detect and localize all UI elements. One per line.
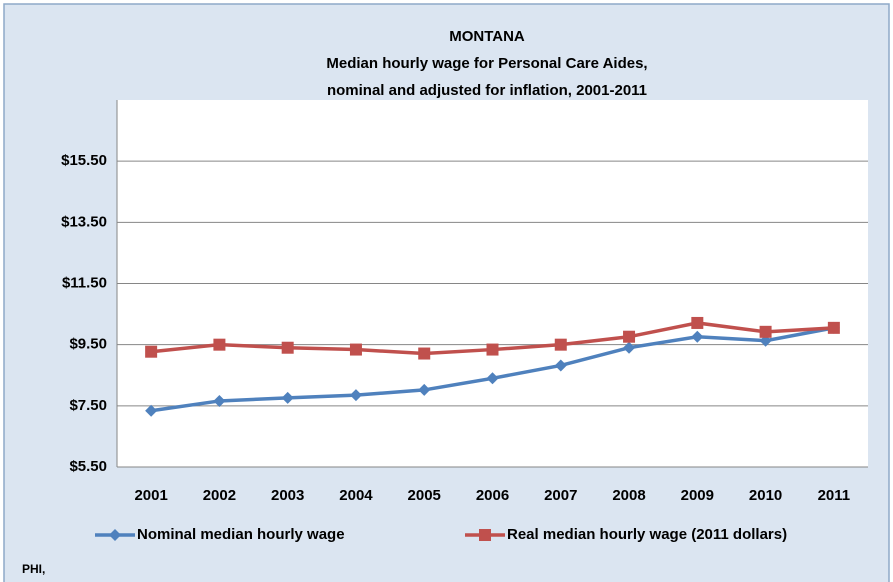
marker (554, 359, 567, 372)
marker (145, 345, 158, 358)
marker (827, 321, 840, 334)
x-tick-label: 2008 (612, 487, 645, 504)
y-tick-label: $11.50 (62, 274, 107, 291)
x-tick-label: 2011 (818, 487, 851, 504)
legend-label: Real median hourly wage (2011 dollars) (507, 526, 787, 543)
x-tick-label: 2002 (203, 487, 236, 504)
x-tick-label: 2010 (749, 487, 782, 504)
marker (145, 404, 158, 417)
marker (213, 394, 226, 407)
y-tick-label: $9.50 (69, 336, 107, 353)
x-tick-label: 2009 (681, 487, 714, 504)
marker (486, 372, 499, 385)
x-tick-label: 2001 (134, 487, 167, 504)
x-tick-label: 2004 (339, 487, 373, 504)
x-tick-label: 2003 (271, 487, 304, 504)
marker (479, 529, 491, 541)
marker (759, 325, 772, 338)
marker (691, 330, 704, 343)
marker (554, 338, 567, 351)
marker (213, 338, 226, 351)
y-tick-label: $13.50 (61, 213, 107, 230)
marker (486, 343, 499, 356)
marker (623, 330, 636, 343)
chart-title: MONTANA (449, 28, 525, 45)
marker (349, 389, 362, 402)
source-note: PHI, (22, 562, 45, 576)
marker (281, 391, 294, 404)
marker (691, 316, 704, 329)
marker (349, 343, 362, 356)
marker (623, 341, 636, 354)
chart-title: Median hourly wage for Personal Care Aid… (326, 55, 647, 72)
x-tick-label: 2005 (408, 487, 441, 504)
y-tick-label: $7.50 (69, 397, 107, 414)
marker (281, 341, 294, 354)
marker (109, 529, 121, 541)
y-tick-label: $15.50 (61, 152, 107, 169)
marker (418, 383, 431, 396)
chart-title: nominal and adjusted for inflation, 2001… (327, 82, 647, 99)
y-tick-label: $5.50 (69, 458, 107, 475)
x-tick-label: 2007 (544, 487, 577, 504)
marker (418, 347, 431, 360)
legend-label: Nominal median hourly wage (137, 526, 345, 543)
x-tick-label: 2006 (476, 487, 509, 504)
